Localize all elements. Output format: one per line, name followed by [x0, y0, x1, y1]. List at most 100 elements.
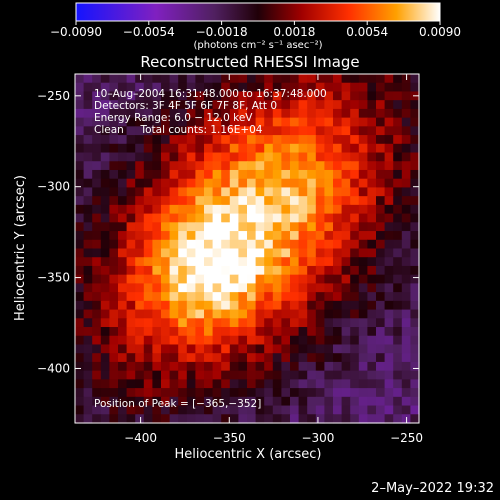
- heatmap-cell: [126, 74, 136, 84]
- heatmap-cell: [135, 196, 145, 206]
- heatmap-cell: [307, 187, 317, 197]
- heatmap-cell: [143, 231, 153, 241]
- heatmap-cell: [333, 152, 343, 162]
- heatmap-cell: [350, 379, 360, 389]
- heatmap-cell: [109, 108, 119, 119]
- heatmap-cell: [350, 309, 360, 319]
- heatmap-cell: [186, 318, 196, 328]
- heatmap-cell: [178, 108, 188, 119]
- heatmap-cell: [229, 161, 239, 171]
- heatmap-cell: [169, 204, 179, 215]
- heatmap-cell: [229, 196, 239, 206]
- heatmap-cell: [152, 117, 162, 127]
- heatmap-cell: [307, 388, 317, 398]
- heatmap-cell: [401, 361, 411, 372]
- heatmap-cell: [100, 327, 110, 337]
- heatmap-cell: [384, 405, 394, 415]
- heatmap-cell: [212, 108, 222, 119]
- heatmap-cell: [384, 187, 394, 197]
- heatmap-cell: [401, 309, 411, 319]
- heatmap-cell: [195, 100, 205, 110]
- heatmap-cell: [238, 283, 248, 293]
- heatmap-cell: [307, 396, 317, 407]
- heatmap-cell: [384, 169, 394, 180]
- heatmap-cell: [169, 222, 179, 232]
- heatmap-cell: [109, 231, 119, 241]
- heatmap-cell: [161, 327, 171, 337]
- heatmap-cell: [238, 318, 248, 328]
- heatmap-cell: [186, 388, 196, 398]
- heatmap-cell: [410, 161, 420, 171]
- heatmap-cell: [298, 74, 308, 84]
- heatmap-cell: [178, 396, 188, 407]
- heatmap-cell: [247, 414, 257, 424]
- heatmap-cell: [255, 222, 265, 232]
- heatmap-cell: [255, 335, 265, 346]
- heatmap-cell: [247, 126, 257, 136]
- heatmap-cell: [298, 344, 308, 354]
- heatmap-cell: [367, 91, 377, 101]
- heatmap-cell: [143, 309, 153, 319]
- heatmap-cell: [333, 344, 343, 354]
- heatmap-cell: [272, 213, 282, 223]
- heatmap-cell: [358, 396, 368, 407]
- heatmap-cell: [169, 213, 179, 223]
- heatmap-cell: [393, 213, 403, 223]
- heatmap-cell: [376, 344, 386, 354]
- heatmap-cell: [109, 135, 119, 145]
- heatmap-cell: [298, 187, 308, 197]
- heatmap-cell: [221, 370, 231, 380]
- heatmap-cell: [290, 335, 300, 346]
- heatmap-cell: [152, 178, 162, 189]
- heatmap-cell: [118, 143, 128, 154]
- heatmap-cell: [315, 239, 325, 250]
- heatmap-cell: [161, 353, 171, 363]
- heatmap-cell: [75, 283, 85, 293]
- heatmap-cell: [221, 414, 231, 424]
- heatmap-cell: [350, 126, 360, 136]
- heatmap-cell: [221, 82, 231, 93]
- heatmap-cell: [178, 178, 188, 189]
- heatmap-cell: [393, 300, 403, 311]
- heatmap-cell: [393, 126, 403, 136]
- heatmap-cell: [401, 239, 411, 250]
- heatmap-cell: [204, 257, 214, 267]
- heatmap-cell: [92, 169, 102, 180]
- heatmap-cell: [100, 108, 110, 119]
- heatmap-cell: [358, 222, 368, 232]
- heatmap-cell: [100, 379, 110, 389]
- heatmap-cell: [281, 82, 291, 93]
- heatmap-cell: [100, 231, 110, 241]
- heatmap-cell: [83, 204, 93, 215]
- heatmap-cell: [221, 344, 231, 354]
- heatmap-cell: [367, 396, 377, 407]
- heatmap-cell: [135, 204, 145, 215]
- heatmap-cell: [255, 370, 265, 380]
- heatmap-cell: [100, 126, 110, 136]
- heatmap-cell: [350, 265, 360, 276]
- heatmap-cell: [83, 152, 93, 162]
- heatmap-cell: [341, 82, 351, 93]
- heatmap-cell: [92, 361, 102, 372]
- heatmap-cell: [333, 187, 343, 197]
- heatmap-cell: [229, 231, 239, 241]
- heatmap-cell: [161, 222, 171, 232]
- heatmap-cell: [324, 344, 334, 354]
- heatmap-cell: [178, 152, 188, 162]
- heatmap-cell: [126, 344, 136, 354]
- heatmap-cell: [169, 370, 179, 380]
- heatmap-cell: [290, 379, 300, 389]
- heatmap-cell: [169, 152, 179, 162]
- heatmap-cell: [307, 91, 317, 101]
- heatmap-cell: [367, 169, 377, 180]
- heatmap-cell: [298, 283, 308, 293]
- heatmap-cell: [393, 405, 403, 415]
- heatmap-cell: [178, 318, 188, 328]
- heatmap-cell: [281, 361, 291, 372]
- heatmap-cell: [384, 204, 394, 215]
- heatmap-cell: [238, 335, 248, 346]
- heatmap-cell: [169, 353, 179, 363]
- heatmap-cell: [307, 344, 317, 354]
- heatmap-cell: [229, 379, 239, 389]
- heatmap-cell: [358, 108, 368, 119]
